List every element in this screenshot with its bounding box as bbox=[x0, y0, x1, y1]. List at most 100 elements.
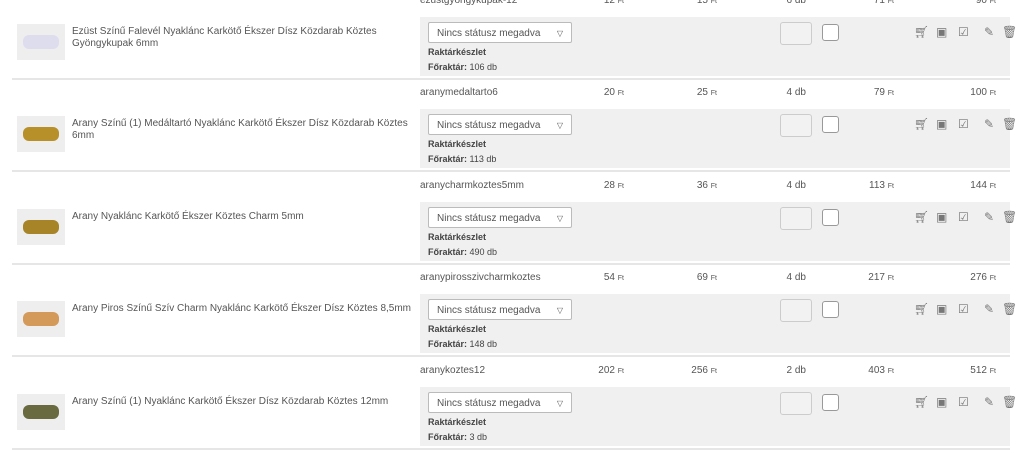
product-sku: aranymedaltarto6 bbox=[420, 87, 498, 98]
product-sku: aranypirosszivcharmkoztes bbox=[420, 272, 541, 283]
quantity: 6 db bbox=[786, 0, 806, 6]
price-p2: 36 Ft bbox=[696, 180, 717, 191]
warehouse-stock: Főraktár: 113 db bbox=[428, 154, 497, 164]
product-thumbnail[interactable] bbox=[17, 394, 65, 430]
price-t2: 512 Ft bbox=[970, 365, 996, 376]
caret-down-icon: ▽ bbox=[556, 121, 563, 130]
product-row: Arany Színű (1) Nyaklánc Karkötő Ékszer … bbox=[12, 356, 1017, 450]
product-row: Ezüst Színű Falevél Nyaklánc Karkötő Éks… bbox=[12, 0, 1017, 80]
product-name[interactable]: Arany Színű (1) Medáltartó Nyaklánc Kark… bbox=[72, 118, 408, 141]
product-name[interactable]: Arany Nyaklánc Karkötő Ékszer Köztes Cha… bbox=[72, 211, 304, 222]
quantity: 4 db bbox=[786, 87, 806, 98]
trash-icon[interactable]: 🗑︎ bbox=[1002, 210, 1018, 224]
product-panel: Nincs státusz megadva ▽ Raktárkészlet Főr… bbox=[420, 202, 1017, 261]
select-checkbox[interactable] bbox=[822, 116, 839, 133]
price-p2: 25 Ft bbox=[696, 87, 717, 98]
cart-icon[interactable]: 🛒︎ bbox=[914, 117, 930, 131]
product-thumbnail[interactable] bbox=[17, 301, 65, 337]
price-p2: 15 Ft bbox=[696, 0, 717, 6]
product-thumbnail[interactable] bbox=[17, 24, 65, 60]
price-p1: 54 Ft bbox=[603, 272, 624, 283]
price-p2: 256 Ft bbox=[691, 365, 717, 376]
warehouse-stock: Főraktár: 148 db bbox=[428, 339, 498, 349]
product-row: Arany Színű (1) Medáltartó Nyaklánc Kark… bbox=[12, 78, 1017, 172]
status-select[interactable]: Nincs státusz megadva ▽ bbox=[428, 22, 572, 43]
status-select[interactable]: Nincs státusz megadva ▽ bbox=[428, 114, 572, 135]
document-check-icon[interactable]: ☑ bbox=[958, 395, 969, 409]
select-checkbox[interactable] bbox=[822, 209, 839, 226]
quantity-input[interactable] bbox=[780, 207, 812, 230]
box-icon[interactable]: ▣ bbox=[936, 25, 948, 39]
product-panel: Nincs státusz megadva ▽ Raktárkészlet Főr… bbox=[420, 387, 1017, 446]
trash-icon[interactable]: 🗑︎ bbox=[1002, 302, 1018, 316]
product-sku: aranycharmkoztes5mm bbox=[420, 180, 524, 191]
document-check-icon[interactable]: ☑ bbox=[958, 302, 969, 316]
box-icon[interactable]: ▣ bbox=[936, 395, 948, 409]
select-checkbox[interactable] bbox=[822, 24, 839, 41]
price-t1: 217 Ft bbox=[868, 272, 894, 283]
stock-title: Raktárkészlet bbox=[428, 47, 487, 57]
document-check-icon[interactable]: ☑ bbox=[958, 210, 969, 224]
stock-title: Raktárkészlet bbox=[428, 417, 487, 427]
stock-title: Raktárkészlet bbox=[428, 232, 487, 242]
caret-down-icon: ▽ bbox=[556, 214, 563, 223]
caret-down-icon: ▽ bbox=[556, 399, 563, 408]
product-thumbnail[interactable] bbox=[17, 116, 65, 152]
warehouse-stock: Főraktár: 3 db bbox=[428, 432, 488, 442]
product-name[interactable]: Arany Piros Színű Szív Charm Nyaklánc Ka… bbox=[72, 303, 411, 314]
product-panel: Nincs státusz megadva ▽ Raktárkészlet Főr… bbox=[420, 109, 1017, 168]
price-t2: 276 Ft bbox=[970, 272, 996, 283]
product-name[interactable]: Arany Színű (1) Nyaklánc Karkötő Ékszer … bbox=[72, 396, 389, 407]
price-t2: 100 Ft bbox=[970, 87, 996, 98]
pencil-icon[interactable]: ✎ bbox=[984, 210, 995, 224]
quantity-input[interactable] bbox=[780, 299, 812, 322]
product-thumbnail[interactable] bbox=[17, 209, 65, 245]
price-t2: 90 Ft bbox=[975, 0, 996, 6]
trash-icon[interactable]: 🗑︎ bbox=[1002, 395, 1018, 409]
status-select[interactable]: Nincs státusz megadva ▽ bbox=[428, 299, 572, 320]
price-t1: 71 Ft bbox=[873, 0, 894, 6]
product-sku: aranykoztes12 bbox=[420, 365, 486, 376]
status-select[interactable]: Nincs státusz megadva ▽ bbox=[428, 392, 572, 413]
select-checkbox[interactable] bbox=[822, 301, 839, 318]
pencil-icon[interactable]: ✎ bbox=[984, 302, 995, 316]
cart-icon[interactable]: 🛒︎ bbox=[914, 210, 930, 224]
caret-down-icon: ▽ bbox=[556, 306, 563, 315]
cart-icon[interactable]: 🛒︎ bbox=[914, 302, 930, 316]
pencil-icon[interactable]: ✎ bbox=[984, 25, 995, 39]
price-t1: 403 Ft bbox=[868, 365, 894, 376]
price-p1: 202 Ft bbox=[598, 365, 624, 376]
quantity: 4 db bbox=[786, 272, 806, 283]
price-p1: 20 Ft bbox=[603, 87, 624, 98]
price-p1: 12 Ft bbox=[603, 0, 624, 6]
pencil-icon[interactable]: ✎ bbox=[984, 117, 995, 131]
status-select[interactable]: Nincs státusz megadva ▽ bbox=[428, 207, 572, 228]
quantity-input[interactable] bbox=[780, 392, 812, 415]
quantity: 4 db bbox=[786, 180, 806, 191]
product-row: Arany Nyaklánc Karkötő Ékszer Köztes Cha… bbox=[12, 171, 1017, 265]
stock-title: Raktárkészlet bbox=[428, 139, 487, 149]
warehouse-stock: Főraktár: 106 db bbox=[428, 62, 498, 72]
trash-icon[interactable]: 🗑︎ bbox=[1002, 117, 1018, 131]
product-panel: Nincs státusz megadva ▽ Raktárkészlet Főr… bbox=[420, 17, 1017, 76]
document-check-icon[interactable]: ☑ bbox=[958, 117, 969, 131]
box-icon[interactable]: ▣ bbox=[936, 117, 948, 131]
box-icon[interactable]: ▣ bbox=[936, 210, 948, 224]
caret-down-icon: ▽ bbox=[556, 29, 563, 38]
price-t2: 144 Ft bbox=[970, 180, 996, 191]
cart-icon[interactable]: 🛒︎ bbox=[914, 25, 930, 39]
cart-icon[interactable]: 🛒︎ bbox=[914, 395, 930, 409]
product-sku: ezustgyongykupak-12 bbox=[420, 0, 518, 6]
warehouse-stock: Főraktár: 490 db bbox=[428, 247, 498, 257]
price-t1: 113 Ft bbox=[869, 180, 894, 191]
quantity-input[interactable] bbox=[780, 114, 812, 137]
document-check-icon[interactable]: ☑ bbox=[958, 25, 969, 39]
pencil-icon[interactable]: ✎ bbox=[984, 395, 995, 409]
quantity: 2 db bbox=[786, 365, 806, 376]
quantity-input[interactable] bbox=[780, 22, 812, 45]
select-checkbox[interactable] bbox=[822, 394, 839, 411]
product-name[interactable]: Ezüst Színű Falevél Nyaklánc Karkötő Éks… bbox=[72, 26, 377, 49]
trash-icon[interactable]: 🗑︎ bbox=[1002, 25, 1018, 39]
stock-title: Raktárkészlet bbox=[428, 324, 487, 334]
box-icon[interactable]: ▣ bbox=[936, 302, 948, 316]
